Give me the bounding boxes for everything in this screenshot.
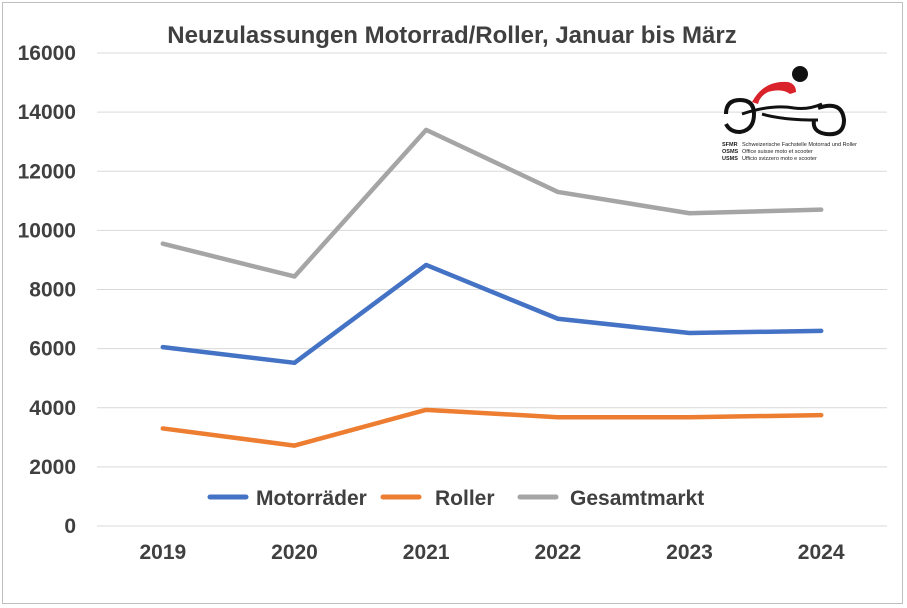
logo-abbr-sfmr: SFMR bbox=[722, 142, 738, 148]
y-tick-label: 14000 bbox=[18, 101, 76, 124]
data-point bbox=[555, 316, 560, 321]
series-1 bbox=[160, 407, 824, 448]
data-point bbox=[292, 443, 297, 448]
logo-frame-icon bbox=[741, 102, 823, 122]
data-point bbox=[160, 345, 165, 350]
data-point bbox=[555, 189, 560, 194]
data-point bbox=[687, 330, 692, 335]
legend: Motorräder Roller Gesamtmarkt bbox=[207, 487, 704, 510]
data-point bbox=[160, 426, 165, 431]
y-axis-ticks: 0 2000 4000 6000 8000 10000 12000 14000 16000 bbox=[18, 42, 76, 538]
x-tick-label: 2023 bbox=[666, 541, 713, 564]
y-tick-label: 8000 bbox=[29, 279, 76, 302]
y-tick-label: 12000 bbox=[18, 160, 76, 183]
gridlines bbox=[97, 52, 887, 527]
x-tick-label: 2021 bbox=[403, 541, 450, 564]
series-line bbox=[160, 407, 824, 448]
data-point bbox=[687, 415, 692, 420]
data-point bbox=[819, 413, 824, 418]
x-tick-label: 2020 bbox=[271, 541, 318, 564]
x-axis-ticks: 2019 2020 2021 2022 2023 2024 bbox=[139, 541, 844, 564]
logo-abbr-osms: OSMS bbox=[722, 149, 739, 155]
motorcycle-logo: SFMR Schweizerische Fachstelle Motorrad … bbox=[722, 66, 857, 162]
y-tick-label: 4000 bbox=[29, 397, 76, 420]
data-point bbox=[292, 274, 297, 279]
logo-rider-body-icon bbox=[752, 81, 796, 104]
y-tick-label: 6000 bbox=[29, 338, 76, 361]
data-point bbox=[424, 262, 429, 267]
logo-text-osms: Office suisse moto et scooter bbox=[742, 149, 813, 155]
series-line bbox=[160, 127, 824, 279]
data-point bbox=[819, 328, 824, 333]
series-lines bbox=[160, 127, 824, 448]
y-tick-label: 0 bbox=[64, 515, 76, 538]
data-point bbox=[160, 241, 165, 246]
data-point bbox=[424, 407, 429, 412]
series-line bbox=[160, 262, 824, 366]
y-tick-label: 16000 bbox=[18, 42, 76, 65]
legend-label: Gesamtmarkt bbox=[570, 487, 704, 510]
data-point bbox=[424, 127, 429, 132]
x-tick-label: 2024 bbox=[798, 541, 845, 564]
x-tick-label: 2022 bbox=[534, 541, 581, 564]
logo-text-sfmr: Schweizerische Fachstelle Motorrad und R… bbox=[742, 142, 857, 148]
y-tick-label: 10000 bbox=[18, 219, 76, 242]
logo-text-usms: Ufficio svizzero moto e scooter bbox=[742, 156, 817, 162]
series-2 bbox=[160, 127, 824, 279]
logo-wheel-front-icon bbox=[811, 103, 847, 137]
series-0 bbox=[160, 262, 824, 366]
legend-label: Roller bbox=[435, 487, 495, 510]
data-point bbox=[687, 211, 692, 216]
logo-wheel-rear-icon bbox=[724, 97, 757, 135]
data-point bbox=[819, 207, 824, 212]
data-point bbox=[292, 360, 297, 365]
legend-label: Motorräder bbox=[256, 487, 367, 510]
x-tick-label: 2019 bbox=[139, 541, 186, 564]
data-point bbox=[555, 415, 560, 420]
chart-title: Neuzulassungen Motorrad/Roller, Januar b… bbox=[167, 22, 736, 49]
y-tick-label: 2000 bbox=[29, 456, 76, 479]
logo-abbr-usms: USMS bbox=[722, 156, 738, 162]
logo-rider-head-icon bbox=[792, 66, 808, 82]
